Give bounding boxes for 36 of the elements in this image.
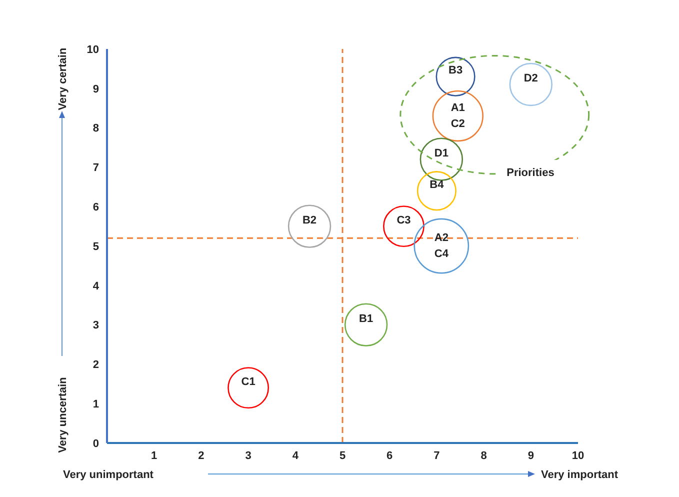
data-label: B2 bbox=[302, 214, 317, 226]
x-tick-label: 2 bbox=[198, 450, 204, 462]
y-tick-label: 1 bbox=[92, 398, 99, 411]
y-tick-label: 10 bbox=[86, 44, 99, 56]
x-tick-label: 7 bbox=[434, 450, 440, 462]
y-tick-label: 9 bbox=[92, 83, 99, 96]
data-label: B3 bbox=[448, 64, 463, 77]
y-tick-label: 3 bbox=[92, 320, 99, 332]
text: Very certain bbox=[57, 48, 69, 110]
text: Very important bbox=[541, 469, 618, 481]
x-tick-label: 10 bbox=[572, 450, 584, 462]
x-tick-label: 8 bbox=[480, 450, 487, 462]
y-axis-title: Very uncertain bbox=[57, 376, 69, 453]
x-axis-title: Very unimportant bbox=[63, 469, 154, 481]
data-label: D2 bbox=[524, 72, 538, 84]
y-tick-label: 8 bbox=[92, 122, 99, 135]
data-label: A1 C2 bbox=[450, 102, 465, 130]
x-tick-label: 9 bbox=[528, 450, 534, 462]
y-tick-label: 0 bbox=[92, 438, 99, 450]
annotation: Priorities bbox=[506, 166, 554, 179]
y-tick-label: 6 bbox=[92, 202, 99, 214]
data-label: D1 bbox=[434, 147, 448, 160]
data-label: C3 bbox=[396, 214, 411, 226]
x-tick-label: 4 bbox=[292, 450, 300, 462]
data-label: B1 bbox=[359, 312, 374, 325]
x-tick-label: 1 bbox=[151, 450, 158, 462]
y-tick-label: 2 bbox=[92, 359, 99, 372]
y-tick-label: 5 bbox=[92, 240, 99, 253]
x-tick-label: 3 bbox=[245, 450, 252, 462]
y-tick-label: 7 bbox=[92, 162, 99, 174]
data-label: C1 bbox=[241, 376, 256, 388]
x-tick-label: 6 bbox=[386, 450, 393, 462]
x-tick-label: 5 bbox=[339, 450, 346, 462]
y-tick-label: 4 bbox=[92, 280, 100, 292]
data-label: A2 C4 bbox=[434, 232, 450, 260]
data-label: B4 bbox=[430, 178, 445, 191]
